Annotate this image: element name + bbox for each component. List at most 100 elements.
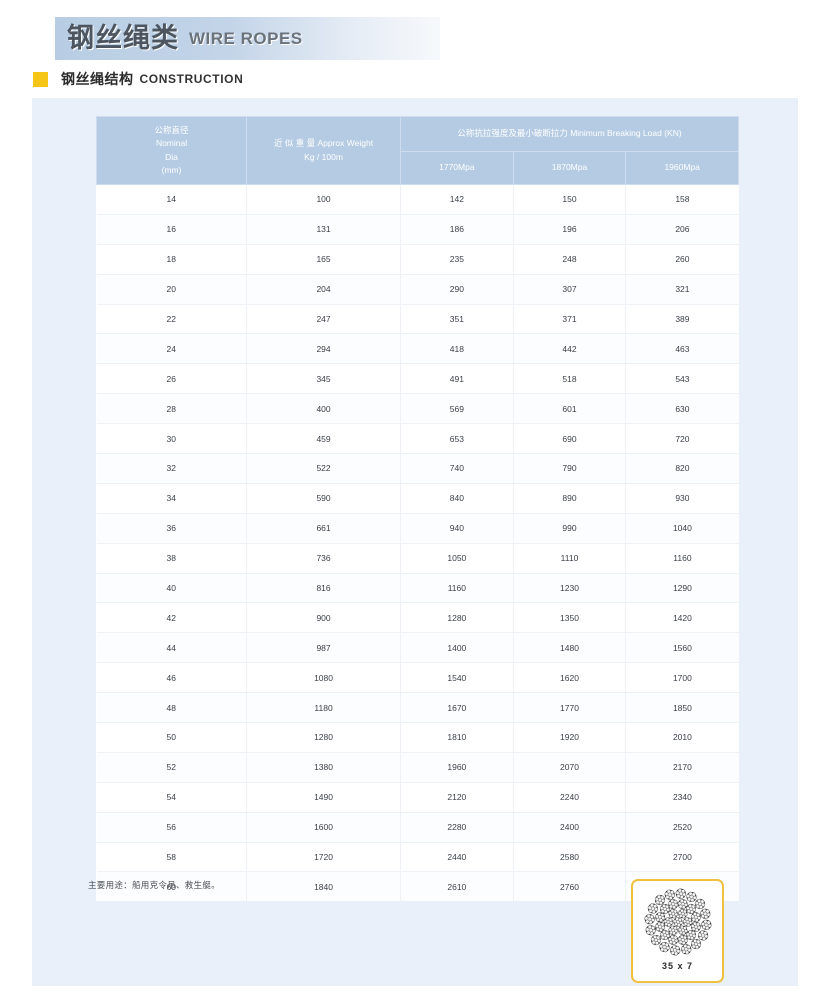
table-row: 52 1380 1960 2070 2170 xyxy=(96,752,739,783)
table-cell: 235 xyxy=(400,244,514,275)
header-approx-weight-main: 近 似 重 量 Approx Weight xyxy=(274,138,374,149)
header-nominal-dia-dia: Dia xyxy=(165,151,178,162)
table-cell: 345 xyxy=(246,363,402,395)
table-cell: 1420 xyxy=(625,602,739,634)
table-cell: 630 xyxy=(625,393,739,425)
table-cell: 24 xyxy=(96,333,248,365)
wire-rope-spec-table: 公称直径 Nominal Dia (mm) 近 似 重 量 Approx Wei… xyxy=(95,116,739,902)
table-row: 16 131 186 196 206 xyxy=(96,214,739,245)
table-cell: 590 xyxy=(246,483,402,514)
table-cell: 653 xyxy=(400,423,514,455)
table-cell: 1110 xyxy=(513,543,627,574)
table-header-row-1: 公称直径 Nominal Dia (mm) 近 似 重 量 Approx Wei… xyxy=(95,116,739,185)
header-nominal-dia-cn: 公称直径 xyxy=(154,125,189,136)
table-cell: 990 xyxy=(513,513,627,544)
table-cell: 2610 xyxy=(400,871,514,902)
table-cell: 418 xyxy=(400,333,514,365)
table-cell: 1920 xyxy=(513,722,627,753)
table-row: 36 661 940 990 1040 xyxy=(96,513,739,544)
section-title-en: CONSTRUCTION xyxy=(139,72,244,86)
table-cell: 1080 xyxy=(246,662,402,694)
footnote-usage: 主要用途：船用克令吊、救生艇。 xyxy=(88,880,221,890)
table-cell: 30 xyxy=(96,423,248,455)
table-cell: 131 xyxy=(246,214,402,245)
table-cell: 790 xyxy=(513,453,627,484)
table-cell: 158 xyxy=(625,184,739,215)
table-cell: 54 xyxy=(96,782,248,813)
table-cell: 1810 xyxy=(400,722,514,753)
rope-cross-section-icon xyxy=(644,888,711,956)
table-cell: 1180 xyxy=(246,692,402,724)
table-cell: 321 xyxy=(625,274,739,305)
table-row: 28 400 569 601 630 xyxy=(96,393,739,425)
table-cell: 1160 xyxy=(400,573,514,604)
table-cell: 1490 xyxy=(246,782,402,813)
table-cell: 2760 xyxy=(513,871,627,902)
table-row: 38 736 1050 1110 1160 xyxy=(96,543,739,574)
table-cell: 20 xyxy=(96,274,248,305)
header-nominal-dia: 公称直径 Nominal Dia (mm) xyxy=(95,116,248,185)
header-nominal-dia-en: Nominal xyxy=(155,138,188,149)
table-cell: 32 xyxy=(96,453,248,484)
table-cell: 601 xyxy=(513,393,627,425)
table-row: 54 1490 2120 2240 2340 xyxy=(96,782,739,813)
header-1770mpa: 1770Mpa xyxy=(400,151,514,185)
table-row: 26 345 491 518 543 xyxy=(96,363,739,395)
table-cell: 569 xyxy=(400,393,514,425)
table-cell: 1160 xyxy=(625,543,739,574)
table-row: 14 100 142 150 158 xyxy=(96,184,739,215)
table-cell: 720 xyxy=(625,423,739,455)
table-cell: 890 xyxy=(513,483,627,514)
table-cell: 1380 xyxy=(246,752,402,783)
table-cell: 1770 xyxy=(513,692,627,724)
table-cell: 2010 xyxy=(625,722,739,753)
table-cell: 736 xyxy=(246,543,402,574)
table-cell: 100 xyxy=(246,184,402,215)
table-cell: 58 xyxy=(96,842,248,873)
table-cell: 28 xyxy=(96,393,248,425)
table-cell: 2580 xyxy=(513,842,627,873)
table-cell: 1560 xyxy=(625,632,739,664)
table-row: 56 1600 2280 2400 2520 xyxy=(96,812,739,843)
table-row: 40 816 1160 1230 1290 xyxy=(96,573,739,604)
table-cell: 1400 xyxy=(400,632,514,664)
table-cell: 14 xyxy=(96,184,248,215)
section-heading: 钢丝绳结构 CONSTRUCTION xyxy=(33,69,243,89)
table-cell: 247 xyxy=(246,304,402,335)
table-cell: 290 xyxy=(400,274,514,305)
table-row: 30 459 653 690 720 xyxy=(96,423,739,455)
table-cell: 52 xyxy=(96,752,248,783)
table-cell: 307 xyxy=(513,274,627,305)
table-cell: 442 xyxy=(513,333,627,365)
table-cell: 543 xyxy=(625,363,739,395)
page-title-en: WIRE ROPES xyxy=(189,29,303,48)
table-cell: 22 xyxy=(96,304,248,335)
table-cell: 840 xyxy=(400,483,514,514)
table-cell: 56 xyxy=(96,812,248,843)
table-cell: 1720 xyxy=(246,842,402,873)
table-row: 50 1280 1810 1920 2010 xyxy=(96,722,739,753)
table-cell: 1670 xyxy=(400,692,514,724)
table-cell: 2340 xyxy=(625,782,739,813)
table-cell: 518 xyxy=(513,363,627,395)
section-title-cn: 钢丝绳结构 xyxy=(61,71,134,87)
table-cell: 400 xyxy=(246,393,402,425)
header-breaking-load: 公称抗拉强度及最小破断拉力 Minimum Breaking Load (KN) xyxy=(400,116,739,152)
table-cell: 26 xyxy=(96,363,248,395)
table-cell: 1280 xyxy=(400,602,514,634)
table-cell: 740 xyxy=(400,453,514,484)
table-cell: 34 xyxy=(96,483,248,514)
square-bullet-icon xyxy=(33,71,48,87)
table-cell: 1700 xyxy=(625,662,739,694)
table-cell: 1280 xyxy=(246,722,402,753)
table-cell: 150 xyxy=(513,184,627,215)
table-cell: 690 xyxy=(513,423,627,455)
table-cell: 1290 xyxy=(625,573,739,604)
table-cell: 48 xyxy=(96,692,248,724)
table-row: 34 590 840 890 930 xyxy=(96,483,739,514)
table-cell: 463 xyxy=(625,333,739,365)
table-cell: 2280 xyxy=(400,812,514,843)
table-cell: 2070 xyxy=(513,752,627,783)
table-cell: 186 xyxy=(400,214,514,245)
table-cell: 1620 xyxy=(513,662,627,694)
